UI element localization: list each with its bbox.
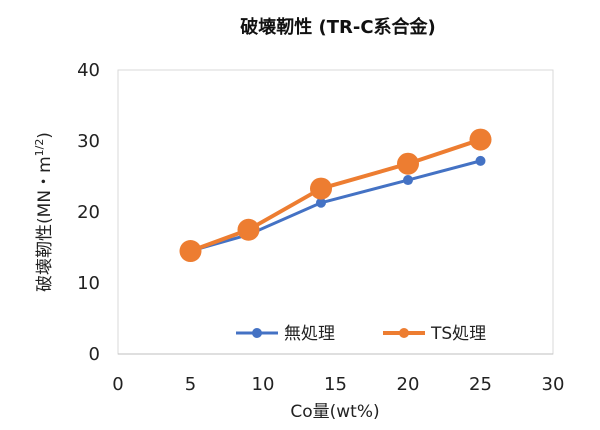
y-tick-label: 0 [89, 344, 100, 365]
plot-area [117, 69, 554, 355]
x-tick-label: 10 [252, 374, 275, 395]
x-tick-label: 20 [397, 374, 420, 395]
data-point [179, 240, 202, 263]
legend-label: TS処理 [430, 324, 486, 344]
y-axis-label-exponent: 1/2 [33, 139, 46, 157]
x-axis-label: Co量(wt%) [290, 402, 379, 422]
x-tick-label: 15 [324, 374, 347, 395]
x-tick-label: 5 [185, 374, 196, 395]
x-tick-label: 0 [112, 374, 123, 395]
legend-swatch-marker [252, 328, 262, 338]
series-1 [185, 155, 486, 257]
legend-swatch-marker [399, 328, 409, 338]
y-tick-label: 10 [77, 273, 100, 294]
y-tick-labels: 0 10 20 30 40 [77, 60, 100, 365]
series-2 [179, 128, 492, 263]
series-line [190, 159, 481, 253]
series-line [189, 137, 482, 253]
data-point [237, 218, 260, 241]
data-point [475, 155, 486, 166]
data-point [397, 152, 419, 175]
y-tick-label: 20 [77, 202, 100, 223]
y-tick-label: 30 [77, 131, 100, 152]
legend-entry: TS処理 [383, 324, 486, 344]
data-point [316, 197, 326, 208]
legend-entry: 無処理 [236, 324, 335, 344]
data-point [469, 128, 492, 151]
data-point [403, 175, 413, 186]
series-layer [179, 128, 492, 263]
y-axis-label: 破壊靭性(MN・m1/2) [33, 132, 55, 292]
y-tick-label: 40 [77, 60, 100, 81]
data-point [310, 177, 332, 200]
chart-title: 破壊靭性 (TR-C系合金) [240, 16, 436, 38]
legend-label: 無処理 [284, 324, 335, 344]
x-tick-labels: 0 5 10 15 20 25 30 [112, 374, 564, 395]
y-axis-label-close: ) [35, 132, 55, 139]
y-axis-label-main: 破壊靭性(MN・m [35, 156, 55, 292]
legend: 無処理 TS処理 [236, 324, 486, 344]
x-tick-label: 25 [469, 374, 492, 395]
x-tick-label: 30 [542, 374, 565, 395]
